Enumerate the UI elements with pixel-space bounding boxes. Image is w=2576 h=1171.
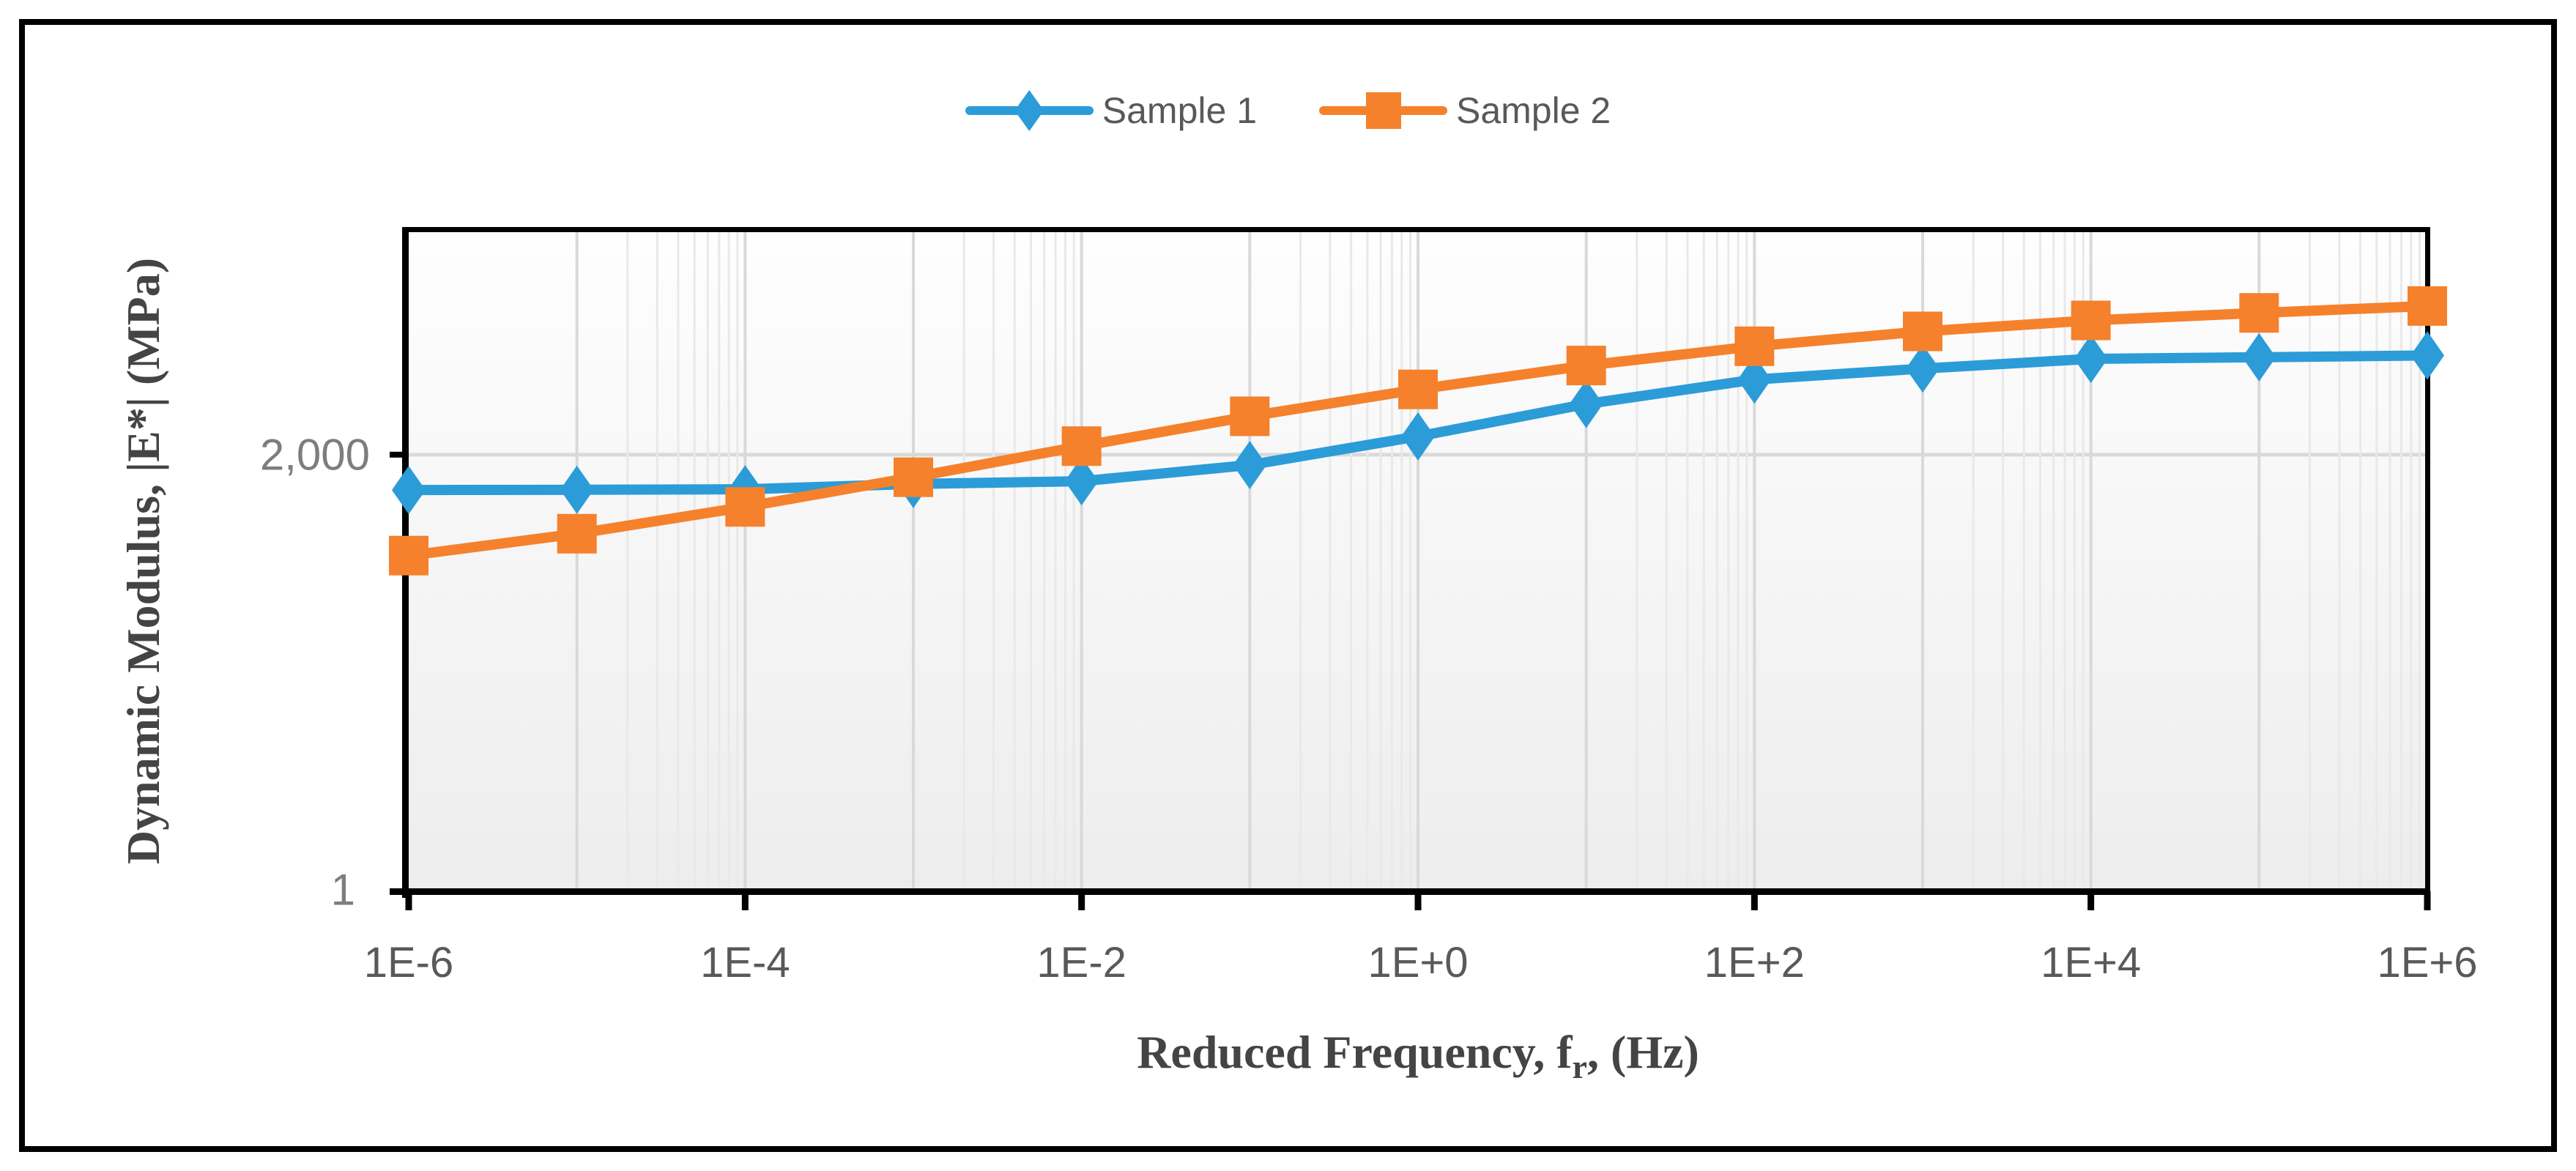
y-tick-2000 bbox=[390, 451, 409, 458]
data-point-diamond bbox=[1401, 412, 1435, 461]
data-point-diamond bbox=[2410, 331, 2444, 380]
data-point-square bbox=[389, 535, 428, 576]
data-point-diamond bbox=[1737, 355, 1772, 404]
data-point-diamond bbox=[1906, 344, 1940, 393]
x-tick-mark bbox=[1751, 891, 1758, 910]
data-point-diamond bbox=[1233, 440, 1267, 489]
sample-2-line-marker-icon bbox=[1319, 79, 1447, 142]
data-point-square bbox=[1734, 326, 1775, 366]
sample-2-square-icon bbox=[1365, 92, 1401, 129]
x-axis-title-units: , (Hz) bbox=[1586, 1026, 1699, 1078]
legend-item-sample-1: Sample 1 bbox=[965, 79, 1257, 142]
x-tick-label-1E-6: 1E-6 bbox=[363, 939, 454, 986]
x-tick-label-1E-2: 1E-2 bbox=[1036, 939, 1126, 986]
x-axis-title-text: Reduced Frequency, f bbox=[1137, 1026, 1573, 1078]
data-point-diamond bbox=[2242, 332, 2276, 382]
x-tick-label-1E+6: 1E+6 bbox=[2377, 939, 2478, 986]
legend-item-sample-2: Sample 2 bbox=[1319, 79, 1611, 142]
x-tick-label-1E-4: 1E-4 bbox=[700, 939, 790, 986]
data-point-square bbox=[725, 487, 765, 527]
x-tick-label-1E+0: 1E+0 bbox=[1367, 939, 1469, 986]
x-tick-label-1E+2: 1E+2 bbox=[1704, 939, 1805, 986]
legend-label-sample-1: Sample 1 bbox=[1102, 90, 1257, 131]
data-point-diamond bbox=[560, 465, 594, 514]
x-tick-mark bbox=[1414, 891, 1422, 910]
y-tick-label-1: 1 bbox=[330, 865, 355, 915]
plot-border-top bbox=[402, 227, 2430, 232]
x-axis-title: Reduced Frequency, fr, (Hz) bbox=[1137, 1025, 1699, 1086]
x-tick-mark bbox=[1078, 891, 1085, 910]
sample-1-line-marker-icon bbox=[965, 79, 1094, 142]
x-tick-mark bbox=[741, 891, 749, 910]
data-point-square bbox=[1566, 346, 1606, 386]
x-tick-mark bbox=[2424, 891, 2431, 910]
data-point-diamond bbox=[392, 466, 426, 515]
data-point-square bbox=[1398, 369, 1438, 409]
data-point-square bbox=[1230, 396, 1270, 436]
data-point-square bbox=[1903, 311, 1942, 352]
x-axis-title-subscript: r bbox=[1572, 1048, 1587, 1085]
data-point-square bbox=[557, 513, 597, 554]
data-point-square bbox=[2408, 286, 2447, 326]
legend-label-sample-2: Sample 2 bbox=[1456, 90, 1611, 131]
data-point-square bbox=[894, 457, 933, 497]
data-point-diamond bbox=[1064, 457, 1099, 506]
x-axis-line bbox=[390, 888, 2430, 895]
data-point-square bbox=[2071, 300, 2111, 341]
data-point-square bbox=[2239, 293, 2279, 333]
data-point-diamond bbox=[2074, 335, 2108, 384]
data-point-square bbox=[1061, 426, 1102, 466]
data-point-diamond bbox=[1569, 379, 1603, 428]
y-axis-title: Dynamic Modulus, |E*| (MPa) bbox=[117, 257, 169, 865]
legend: Sample 1 Sample 2 bbox=[0, 79, 2576, 142]
sample-1-diamond-icon bbox=[1014, 90, 1044, 131]
y-tick-label-2000: 2,000 bbox=[259, 430, 370, 480]
x-tick-label-1E+4: 1E+4 bbox=[2041, 939, 2142, 986]
x-tick-mark bbox=[405, 891, 412, 910]
x-tick-mark bbox=[2087, 891, 2095, 910]
plot-border-right bbox=[2425, 227, 2430, 898]
